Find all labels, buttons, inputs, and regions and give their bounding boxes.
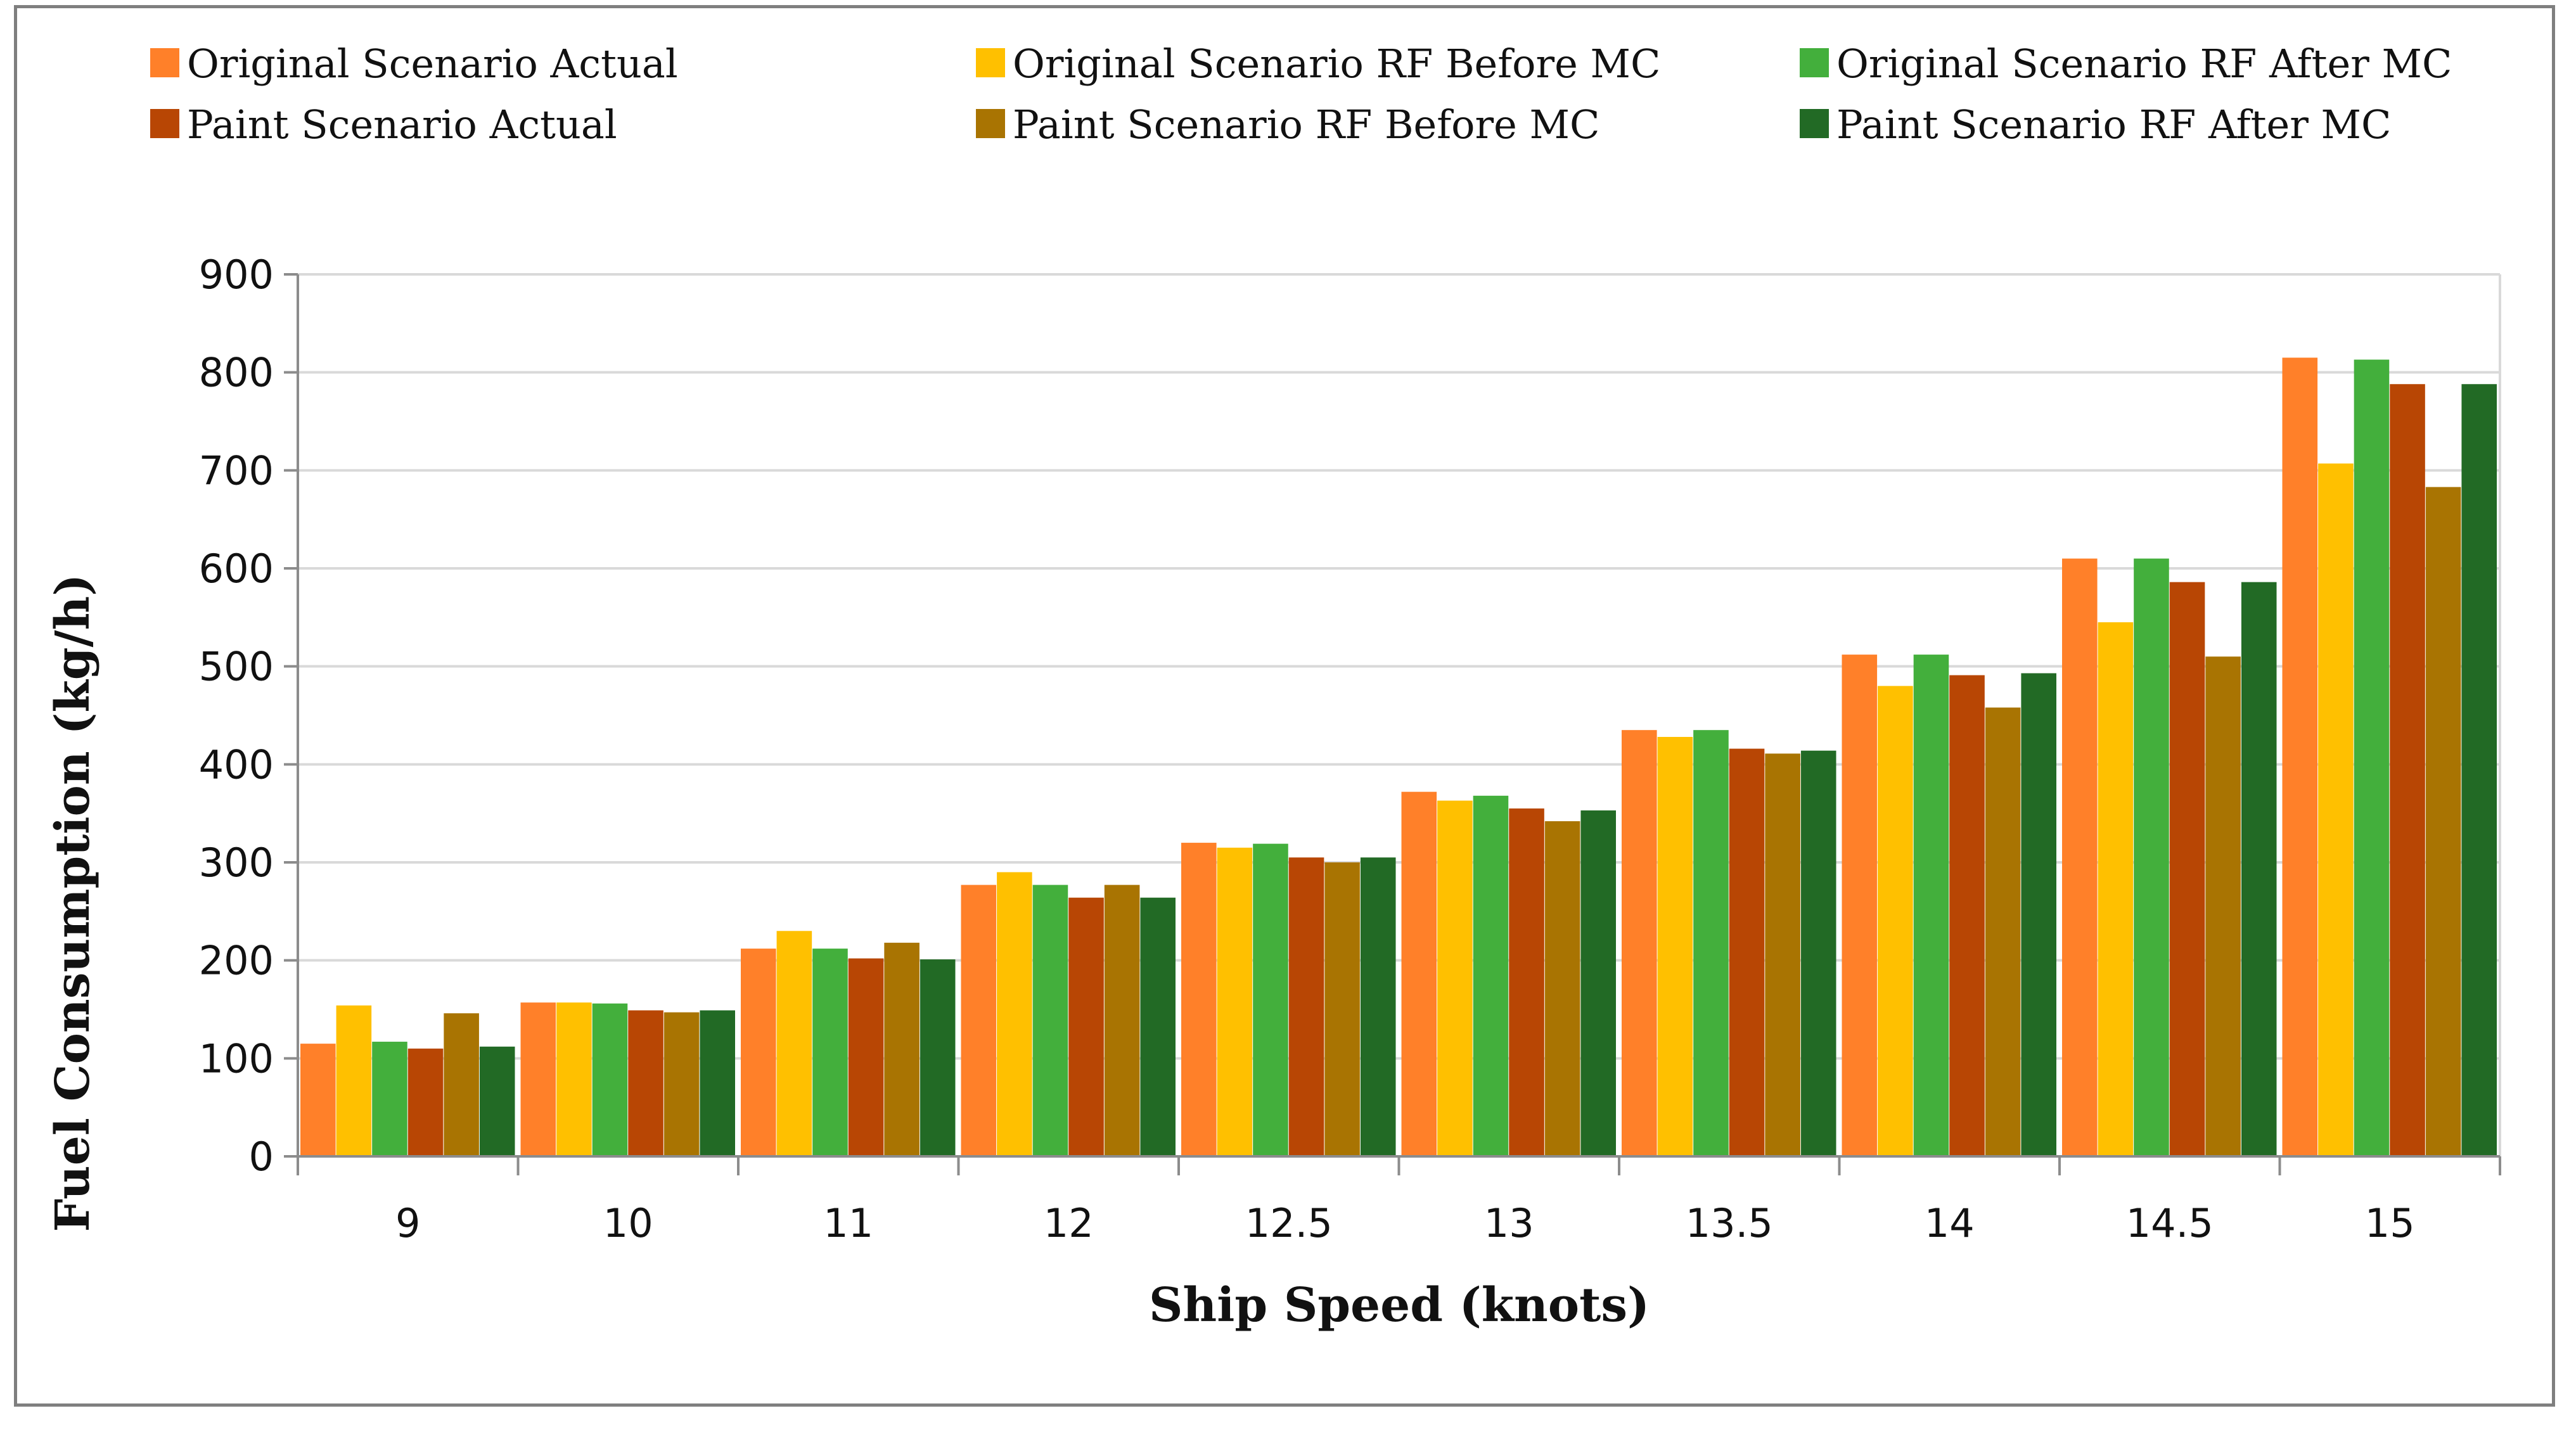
legend-swatch-original-scenario-rf-before-mc: [976, 48, 1005, 77]
legend-label-original-scenario-rf-before-mc: Original Scenario RF Before MC: [1013, 41, 1660, 87]
bar-original-scenario-rf-before-mc-14: [1878, 686, 1913, 1156]
legend-swatch-original-scenario-rf-after-mc: [1800, 48, 1829, 77]
bar-paint-scenario-rf-before-mc-11: [884, 942, 920, 1156]
bar-original-scenario-actual-12: [961, 885, 997, 1156]
y-tick-label-800: 800: [199, 350, 274, 396]
bar-paint-scenario-rf-after-mc-14-5: [2241, 582, 2277, 1156]
bar-original-scenario-rf-after-mc-13-5: [1693, 730, 1729, 1156]
y-tick-label-900: 900: [199, 252, 274, 298]
x-tick-label-14: 14: [1925, 1200, 1975, 1246]
bar-original-scenario-actual-9: [300, 1044, 336, 1156]
y-tick-label-100: 100: [199, 1035, 274, 1082]
y-tick-label-700: 700: [199, 447, 274, 494]
x-tick-label-11: 11: [823, 1200, 873, 1246]
bar-paint-scenario-rf-after-mc-11: [920, 959, 956, 1156]
legend: Original Scenario Actual Original Scenari…: [150, 41, 2452, 148]
bar-original-scenario-rf-before-mc-13-5: [1657, 737, 1693, 1156]
bar-original-scenario-actual-14: [1842, 655, 1878, 1156]
y-tick-label-500: 500: [199, 644, 274, 690]
bar-paint-scenario-rf-before-mc-12-5: [1324, 862, 1360, 1156]
bar-paint-scenario-actual-14: [1949, 675, 1985, 1156]
bar-paint-scenario-rf-before-mc-13-5: [1765, 753, 1800, 1156]
axes: 0 100 200 300 400 500 600 700 800 900 9 10 11 12 12.5 1…: [199, 252, 2501, 1246]
x-tick-label-10: 10: [603, 1200, 653, 1246]
bar-paint-scenario-rf-after-mc-15: [2461, 384, 2497, 1156]
bar-original-scenario-actual-15: [2282, 357, 2318, 1156]
y-axis-title: Fuel Consumption (kg/h): [46, 574, 100, 1232]
bar-paint-scenario-rf-after-mc-9: [479, 1046, 515, 1156]
bar-paint-scenario-actual-15: [2390, 384, 2425, 1156]
bar-paint-scenario-rf-before-mc-12: [1104, 885, 1140, 1156]
bar-original-scenario-actual-10: [520, 1002, 556, 1156]
bar-original-scenario-rf-before-mc-10: [556, 1002, 592, 1156]
bars: [300, 357, 2497, 1157]
bar-original-scenario-actual-12-5: [1181, 843, 1217, 1156]
bar-paint-scenario-actual-12-5: [1288, 857, 1324, 1156]
bar-original-scenario-rf-after-mc-11: [812, 949, 848, 1156]
bar-original-scenario-rf-after-mc-15: [2354, 359, 2390, 1156]
bar-original-scenario-rf-before-mc-14-5: [2098, 622, 2134, 1156]
bar-paint-scenario-actual-14-5: [2169, 582, 2205, 1156]
bar-paint-scenario-actual-12: [1068, 897, 1104, 1156]
x-tick-label-12-5: 12.5: [1245, 1200, 1333, 1246]
bar-paint-scenario-rf-after-mc-13-5: [1800, 750, 1836, 1156]
bar-original-scenario-rf-after-mc-12-5: [1253, 843, 1288, 1156]
bar-paint-scenario-rf-before-mc-9: [444, 1013, 479, 1156]
bar-paint-scenario-rf-after-mc-13: [1580, 810, 1616, 1156]
bar-original-scenario-actual-13: [1401, 791, 1437, 1156]
legend-swatch-paint-scenario-actual: [150, 109, 179, 138]
bar-paint-scenario-actual-10: [628, 1010, 663, 1156]
x-tick-label-12: 12: [1044, 1200, 1094, 1246]
bar-original-scenario-rf-before-mc-13: [1437, 800, 1473, 1156]
bar-original-scenario-rf-before-mc-9: [336, 1005, 372, 1156]
bar-paint-scenario-rf-before-mc-10: [663, 1012, 700, 1156]
bar-original-scenario-rf-after-mc-10: [592, 1003, 628, 1156]
x-tick-label-15: 15: [2365, 1200, 2415, 1246]
bar-paint-scenario-rf-before-mc-14: [1985, 707, 2021, 1156]
bar-original-scenario-rf-before-mc-11: [776, 931, 812, 1156]
y-tick-label-300: 300: [199, 840, 274, 886]
bar-paint-scenario-rf-before-mc-15: [2425, 487, 2461, 1156]
y-tick-label-0: 0: [249, 1134, 274, 1180]
bar-original-scenario-actual-14-5: [2062, 558, 2098, 1156]
bar-original-scenario-rf-after-mc-14: [1913, 655, 1949, 1156]
bar-original-scenario-rf-before-mc-12-5: [1217, 847, 1253, 1156]
y-tick-label-400: 400: [199, 741, 274, 788]
bar-original-scenario-rf-before-mc-15: [2318, 463, 2354, 1157]
legend-swatch-original-scenario-actual: [150, 48, 179, 77]
bar-paint-scenario-actual-13-5: [1729, 748, 1765, 1156]
bar-paint-scenario-rf-after-mc-10: [700, 1010, 735, 1156]
legend-label-paint-scenario-rf-after-mc: Paint Scenario RF After MC: [1836, 101, 2391, 148]
legend-label-original-scenario-rf-after-mc: Original Scenario RF After MC: [1836, 41, 2452, 87]
x-tick-label-13: 13: [1484, 1200, 1534, 1246]
x-tick-label-14-5: 14.5: [2126, 1200, 2214, 1246]
bar-paint-scenario-actual-13: [1509, 808, 1544, 1156]
bar-original-scenario-rf-after-mc-9: [372, 1042, 407, 1156]
legend-label-paint-scenario-rf-before-mc: Paint Scenario RF Before MC: [1013, 101, 1599, 148]
bar-original-scenario-rf-after-mc-12: [1032, 885, 1068, 1156]
bar-paint-scenario-rf-before-mc-14-5: [2205, 656, 2241, 1156]
bar-original-scenario-rf-after-mc-13: [1473, 795, 1509, 1156]
legend-swatch-paint-scenario-rf-before-mc: [976, 109, 1005, 138]
bar-original-scenario-rf-before-mc-12: [997, 872, 1032, 1156]
bar-paint-scenario-actual-9: [407, 1048, 444, 1156]
x-tick-label-13-5: 13.5: [1686, 1200, 1773, 1246]
bar-original-scenario-actual-11: [741, 949, 776, 1156]
bar-paint-scenario-rf-before-mc-13: [1544, 821, 1580, 1156]
bar-paint-scenario-rf-after-mc-12-5: [1360, 857, 1396, 1156]
bar-paint-scenario-actual-11: [848, 958, 884, 1156]
bar-paint-scenario-rf-after-mc-12: [1140, 897, 1176, 1156]
x-tick-label-9: 9: [395, 1200, 420, 1246]
legend-label-paint-scenario-actual: Paint Scenario Actual: [187, 101, 617, 148]
x-axis-title: Ship Speed (knots): [1149, 1278, 1650, 1333]
y-tick-label-600: 600: [199, 546, 274, 592]
bar-original-scenario-rf-after-mc-14-5: [2134, 558, 2169, 1156]
bar-original-scenario-actual-13-5: [1622, 730, 1657, 1156]
bar-paint-scenario-rf-after-mc-14: [2021, 673, 2056, 1156]
legend-swatch-paint-scenario-rf-after-mc: [1800, 109, 1829, 138]
legend-label-original-scenario-actual: Original Scenario Actual: [187, 41, 678, 87]
y-tick-label-200: 200: [199, 938, 274, 984]
